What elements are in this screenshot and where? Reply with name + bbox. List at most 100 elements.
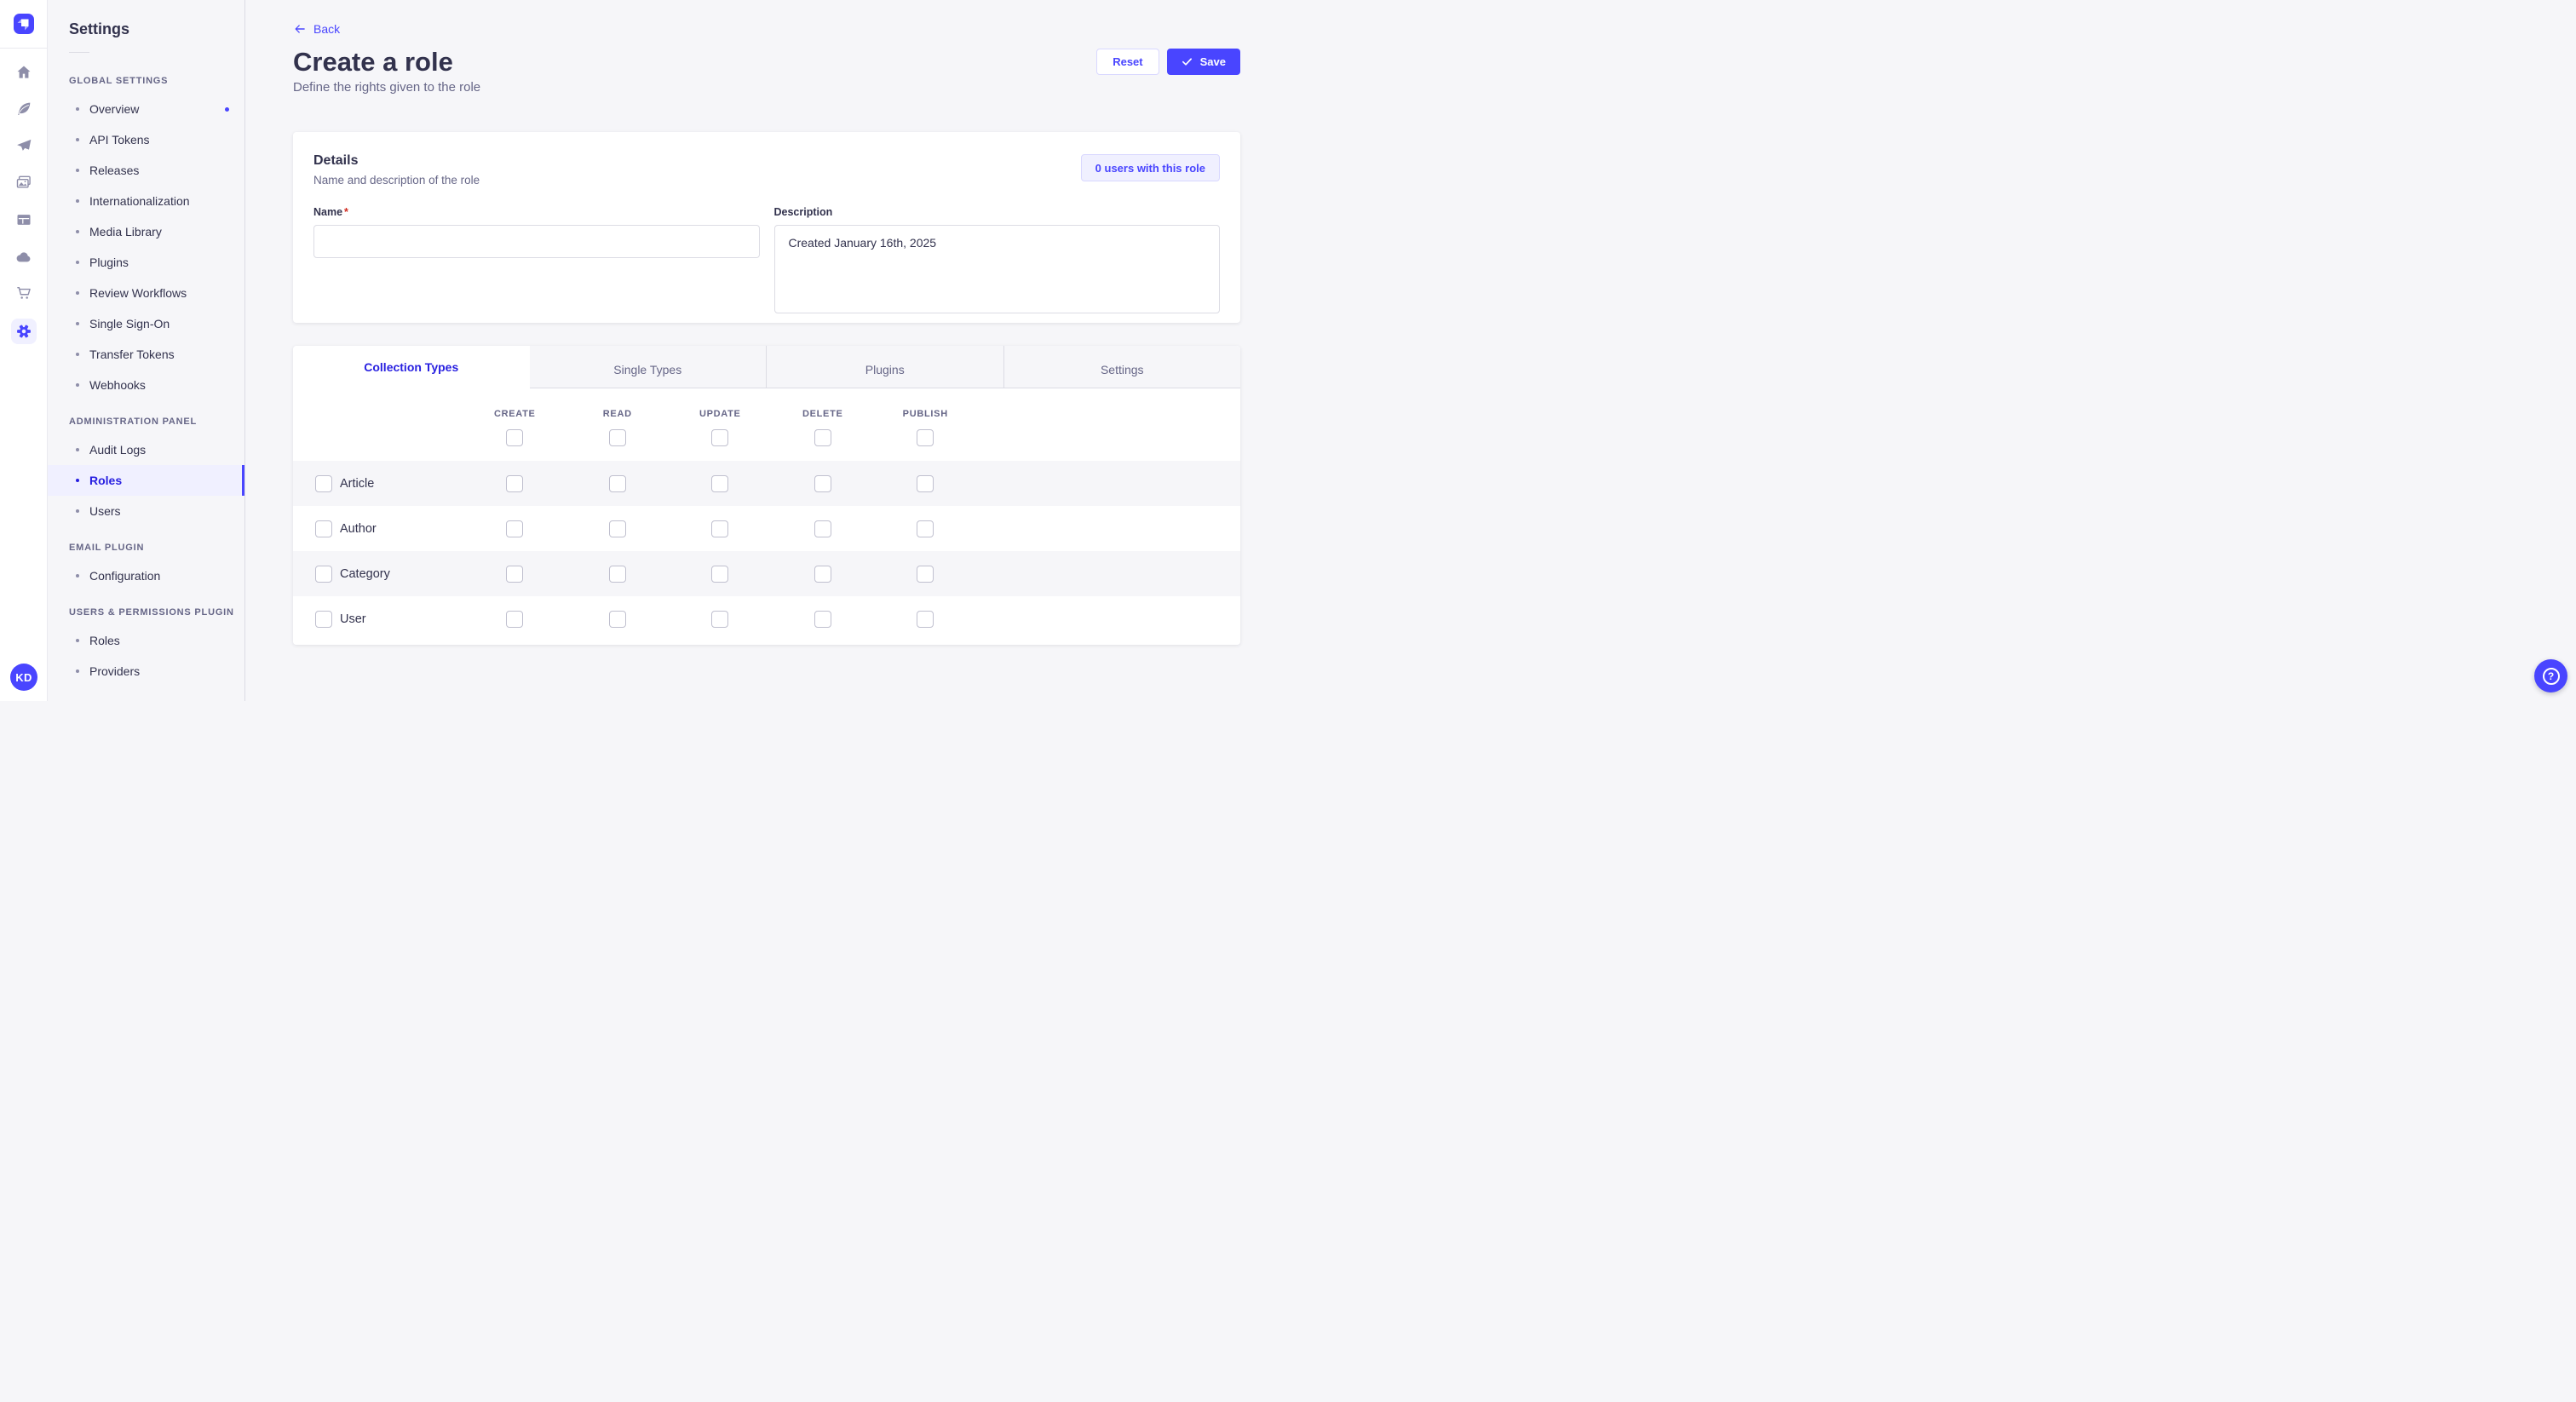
cell [566,520,670,537]
cell [566,565,670,583]
column-read: READ [566,404,670,446]
permission-checkbox[interactable] [608,565,626,583]
permission-checkbox[interactable] [814,520,831,537]
users-with-role-button[interactable]: 0 users with this role [1080,154,1220,181]
column-create: CREATE [463,404,566,446]
sidebar-divider [69,52,89,53]
sidebar-item-label: Providers [89,664,141,678]
cell [772,474,875,492]
permission-checkbox[interactable] [608,610,626,628]
sidebar-item-review-workflows[interactable]: Review Workflows [48,278,244,308]
bullet-icon [76,509,79,513]
tab-single-types[interactable]: Single Types [529,346,766,388]
permission-checkbox[interactable] [711,565,729,583]
back-label: Back [313,22,341,36]
cell [669,610,772,628]
tab-plugins[interactable]: Plugins [766,346,1003,388]
panel-footer [293,641,1240,645]
cell [463,565,566,583]
permission-checkbox[interactable] [506,520,524,537]
select-all-update-checkbox[interactable] [711,428,729,446]
cloud-icon[interactable] [14,247,34,267]
strapi-logo[interactable] [14,14,34,34]
sidebar-item-plugins[interactable]: Plugins [48,247,244,278]
sidebar-item-label: Roles [89,634,120,647]
sidebar-item-audit-logs[interactable]: Audit Logs [48,434,244,465]
sidebar-item-label: Roles [89,474,123,487]
permission-checkbox[interactable] [814,565,831,583]
sidebar-item-providers[interactable]: Providers [48,656,244,687]
permission-checkbox[interactable] [506,610,524,628]
arrow-left-icon [295,25,305,33]
permission-checkbox[interactable] [608,520,626,537]
row-select-checkbox[interactable] [315,474,332,492]
permission-checkbox[interactable] [506,474,524,492]
media-library-icon[interactable] [14,172,34,192]
reset-button[interactable]: Reset [1096,49,1159,75]
sidebar-item-single-sign-on[interactable]: Single Sign-On [48,308,244,339]
name-input[interactable] [313,225,760,258]
column-update: UPDATE [669,404,772,446]
column-label: READ [602,408,632,419]
sidebar-item-label: Transfer Tokens [89,348,175,361]
paper-plane-icon[interactable] [14,135,34,156]
notification-dot [225,107,229,112]
description-textarea[interactable]: Created January 16th, 2025 [773,225,1220,313]
section-label: ADMINISTRATION PANEL [69,417,198,427]
question-mark-icon: ? [2542,667,2560,685]
bullet-icon [76,138,79,141]
row-lead: Author [293,520,463,537]
tab-settings[interactable]: Settings [1003,346,1240,388]
sidebar-item-internationalization[interactable]: Internationalization [48,186,244,216]
tab-collection-types[interactable]: Collection Types [293,346,530,388]
cell [772,520,875,537]
column-label: CREATE [493,408,536,419]
settings-gear-icon[interactable] [11,319,37,344]
permission-checkbox[interactable] [917,474,934,492]
permission-checkbox[interactable] [814,610,831,628]
section-email-plugin: EMAIL PLUGIN Configuration [48,542,244,591]
sidebar-item-transfer-tokens[interactable]: Transfer Tokens [48,339,244,370]
permission-checkbox[interactable] [917,610,934,628]
sidebar-item-label: Internationalization [89,194,190,208]
permission-checkbox[interactable] [917,565,934,583]
sidebar-item-webhooks[interactable]: Webhooks [48,370,244,400]
sidebar-item-roles-admin[interactable]: Roles [48,465,244,496]
sidebar-item-configuration[interactable]: Configuration [48,560,244,591]
sidebar-item-api-tokens[interactable]: API Tokens [48,124,244,155]
permission-checkbox[interactable] [506,565,524,583]
permission-checkbox[interactable] [711,474,729,492]
avatar[interactable]: KD [10,664,37,691]
page-subtitle: Define the rights given to the role [293,80,481,95]
select-all-create-checkbox[interactable] [506,428,524,446]
home-icon[interactable] [14,62,34,83]
row-select-checkbox[interactable] [315,565,332,583]
sidebar-item-roles-up[interactable]: Roles [48,625,244,656]
table-row-category: Category [293,551,1240,596]
row-select-checkbox[interactable] [315,610,332,628]
select-all-read-checkbox[interactable] [608,428,626,446]
save-button[interactable]: Save [1166,49,1240,75]
select-all-publish-checkbox[interactable] [917,428,934,446]
feather-icon[interactable] [14,99,34,119]
layout-icon[interactable] [14,210,34,230]
permission-checkbox[interactable] [711,520,729,537]
select-all-delete-checkbox[interactable] [814,428,831,446]
cart-icon[interactable] [14,283,34,303]
cell [874,610,977,628]
sidebar-item-users[interactable]: Users [48,496,244,526]
permission-checkbox[interactable] [917,520,934,537]
back-link[interactable]: Back [293,22,340,36]
sidebar-item-label: API Tokens [89,133,150,147]
row-select-checkbox[interactable] [315,520,332,537]
permission-checkbox[interactable] [608,474,626,492]
cell [874,565,977,583]
permission-checkbox[interactable] [814,474,831,492]
sidebar-item-releases[interactable]: Releases [48,155,244,186]
sidebar-item-media-library[interactable]: Media Library [48,216,244,247]
details-fields: Name * Description Created January 16th, … [313,205,1220,318]
permissions-tabs: Collection Types Single Types Plugins Se… [293,346,1240,388]
help-button[interactable]: ? [2534,659,2567,692]
sidebar-item-overview[interactable]: Overview [48,94,244,124]
permission-checkbox[interactable] [711,610,729,628]
